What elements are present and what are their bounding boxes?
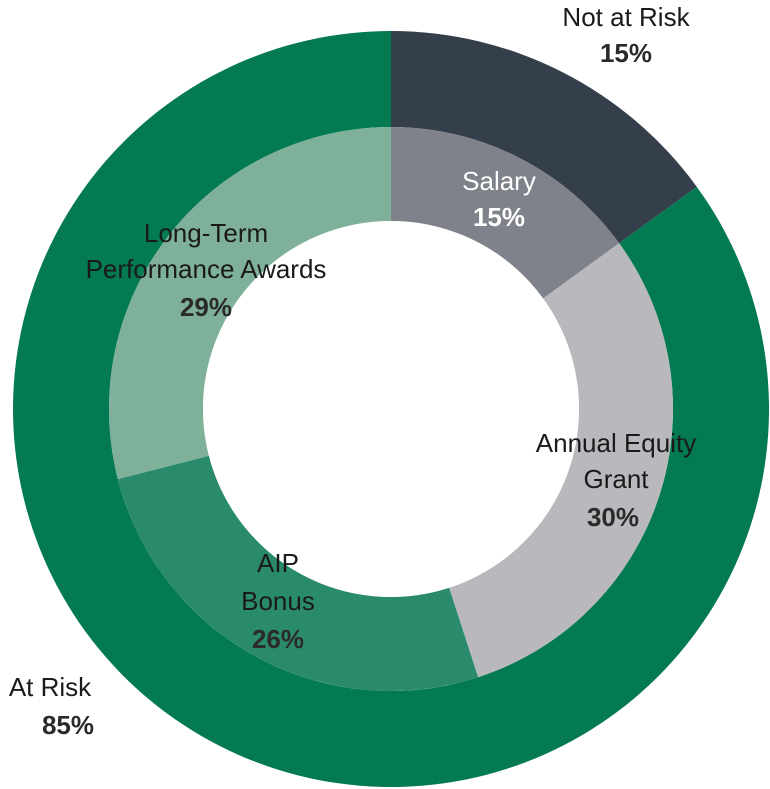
label-at-risk: At Risk bbox=[9, 672, 92, 702]
label-aip-bonus-line1: AIP bbox=[257, 548, 299, 578]
slice-long-term-performance-awards bbox=[109, 127, 391, 480]
value-annual-equity-grant: 30% bbox=[587, 502, 639, 532]
label-long-term-performance-awards-line1: Long-Term bbox=[144, 218, 268, 248]
label-annual-equity-grant-line1: Annual Equity bbox=[536, 428, 696, 458]
value-not-at-risk: 15% bbox=[600, 38, 652, 68]
label-annual-equity-grant-line2: Grant bbox=[583, 464, 649, 494]
outer-ring bbox=[12, 31, 769, 788]
label-salary: Salary bbox=[462, 166, 536, 196]
label-not-at-risk: Not at Risk bbox=[562, 2, 690, 32]
value-salary: 15% bbox=[473, 202, 525, 232]
value-at-risk: 85% bbox=[42, 710, 94, 740]
inner-ring bbox=[109, 127, 673, 691]
value-aip-bonus: 26% bbox=[252, 624, 304, 654]
slice-not-at-risk bbox=[391, 31, 697, 244]
label-aip-bonus-line2: Bonus bbox=[241, 586, 315, 616]
value-long-term-performance-awards: 29% bbox=[180, 292, 232, 322]
slice-aip-bonus bbox=[117, 455, 479, 691]
donut-hole bbox=[203, 221, 579, 597]
slice-annual-equity-grant bbox=[449, 243, 673, 678]
label-long-term-performance-awards-line2: Performance Awards bbox=[86, 254, 327, 284]
slice-salary bbox=[391, 127, 620, 299]
